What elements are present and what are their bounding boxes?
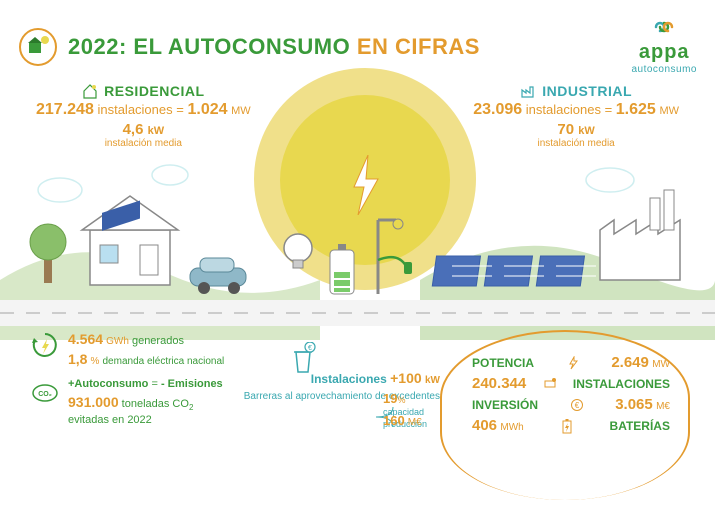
header: 2022: EL AUTOCONSUMO EN CIFRAS appa auto…: [0, 0, 715, 75]
co2-cloud-icon: CO₂: [30, 377, 60, 407]
em-num: 931.000: [68, 394, 119, 410]
residential-label: Residencial: [104, 83, 204, 99]
stats-left: 4.564 GWh generados 1,8 % demanda eléctr…: [30, 330, 270, 436]
sum-power-val: 2.649: [611, 354, 649, 371]
illustration-scene: [0, 160, 715, 340]
swirl-icon: [650, 18, 678, 36]
ind-power-unit: MW: [659, 105, 679, 117]
sum-inv-unit: M€: [656, 401, 670, 412]
brand-sub: autoconsumo: [631, 64, 697, 75]
page-title: 2022: EL AUTOCONSUMO EN CIFRAS: [68, 34, 480, 60]
inst100-num: +100: [390, 370, 422, 386]
sum-batt-val: 406: [472, 417, 497, 434]
sum-inv-val: 3.065: [615, 396, 653, 413]
scene-svg: [0, 160, 715, 340]
res-avg-num: 4,6: [123, 121, 144, 138]
gen-num: 4.564: [68, 331, 103, 347]
gen-demand-unit: %: [91, 356, 100, 367]
gen-demand-num: 1,8: [68, 351, 87, 367]
title-green: EL AUTOCONSUMO: [133, 34, 350, 59]
ind-avg-num: 70: [557, 121, 574, 138]
res-power-num: 1.024: [187, 101, 227, 118]
svg-text:CO₂: CO₂: [38, 391, 52, 398]
euro-unit: M€: [408, 417, 422, 428]
gen-unit: GWh: [106, 336, 129, 347]
res-avg-unit: kW: [148, 125, 165, 137]
title-orange: EN CIFRAS: [357, 34, 480, 59]
bolt-mini-icon: [564, 356, 582, 370]
sum-batt-unit: MWh: [500, 422, 523, 433]
svg-text:€: €: [574, 401, 579, 410]
em-tail: evitadas en 2022: [68, 414, 152, 426]
ind-avg-label: instalación media: [473, 138, 679, 149]
sum-batt-label: Baterías: [610, 419, 670, 433]
industrial-block: Industrial 23.096 instalaciones = 1.625 …: [473, 83, 679, 149]
res-avg-label: instalación media: [36, 138, 251, 149]
res-installs-word: instalaciones: [97, 102, 172, 117]
residential-block: Residencial 217.248 instalaciones = 1.02…: [36, 83, 251, 149]
ind-avg-unit: kW: [578, 125, 595, 137]
battery-mini-icon: [558, 418, 576, 434]
sum-inst-label: Instalaciones: [573, 377, 670, 391]
euro-mini-icon: €: [568, 398, 586, 412]
bracket-stats: 19% capacidad producción 160 M€: [365, 395, 445, 442]
sum-inst-val: 240.344: [472, 375, 526, 392]
title-icon: [18, 27, 58, 67]
ind-power-num: 1.625: [616, 101, 656, 118]
factory-icon: [520, 83, 536, 99]
brand-logo: appa autoconsumo: [631, 18, 697, 75]
energy-cycle-icon: [30, 330, 60, 360]
house-icon: [82, 83, 98, 99]
euro-num: 160: [383, 413, 405, 428]
res-equals: =: [176, 102, 184, 117]
res-installs-num: 217.248: [36, 101, 94, 118]
em-word: toneladas CO: [122, 398, 189, 410]
em-sub2: 2: [189, 403, 193, 412]
gen-word: generados: [132, 335, 184, 347]
pct-num: 19: [383, 391, 397, 406]
inst100-unit: kW: [425, 375, 440, 386]
em-eq: =: [151, 378, 157, 390]
em-plus: +Autoconsumo: [68, 378, 148, 390]
gen-demand-label: demanda eléctrica nacional: [103, 356, 225, 367]
ind-installs-word: instalaciones: [526, 102, 601, 117]
sum-power-label: Potencia: [472, 356, 534, 370]
panel-mini-icon: [541, 377, 559, 391]
title-year: 2022:: [68, 34, 127, 59]
inst100-label: Instalaciones: [311, 372, 387, 386]
industrial-label: Industrial: [542, 83, 632, 99]
sum-power-unit: MW: [652, 359, 670, 370]
svg-text:€: €: [308, 345, 312, 352]
sum-inv-label: Inversión: [472, 398, 538, 412]
res-power-unit: MW: [231, 105, 251, 117]
brand-name: appa: [631, 41, 697, 64]
em-minus: - Emisiones: [161, 378, 223, 390]
ind-installs-num: 23.096: [473, 101, 522, 118]
ind-equals: =: [605, 102, 613, 117]
pct-unit: %: [397, 395, 405, 405]
summary-ring: Potencia 2.649 MW 240.344 Instalaciones …: [440, 330, 690, 500]
